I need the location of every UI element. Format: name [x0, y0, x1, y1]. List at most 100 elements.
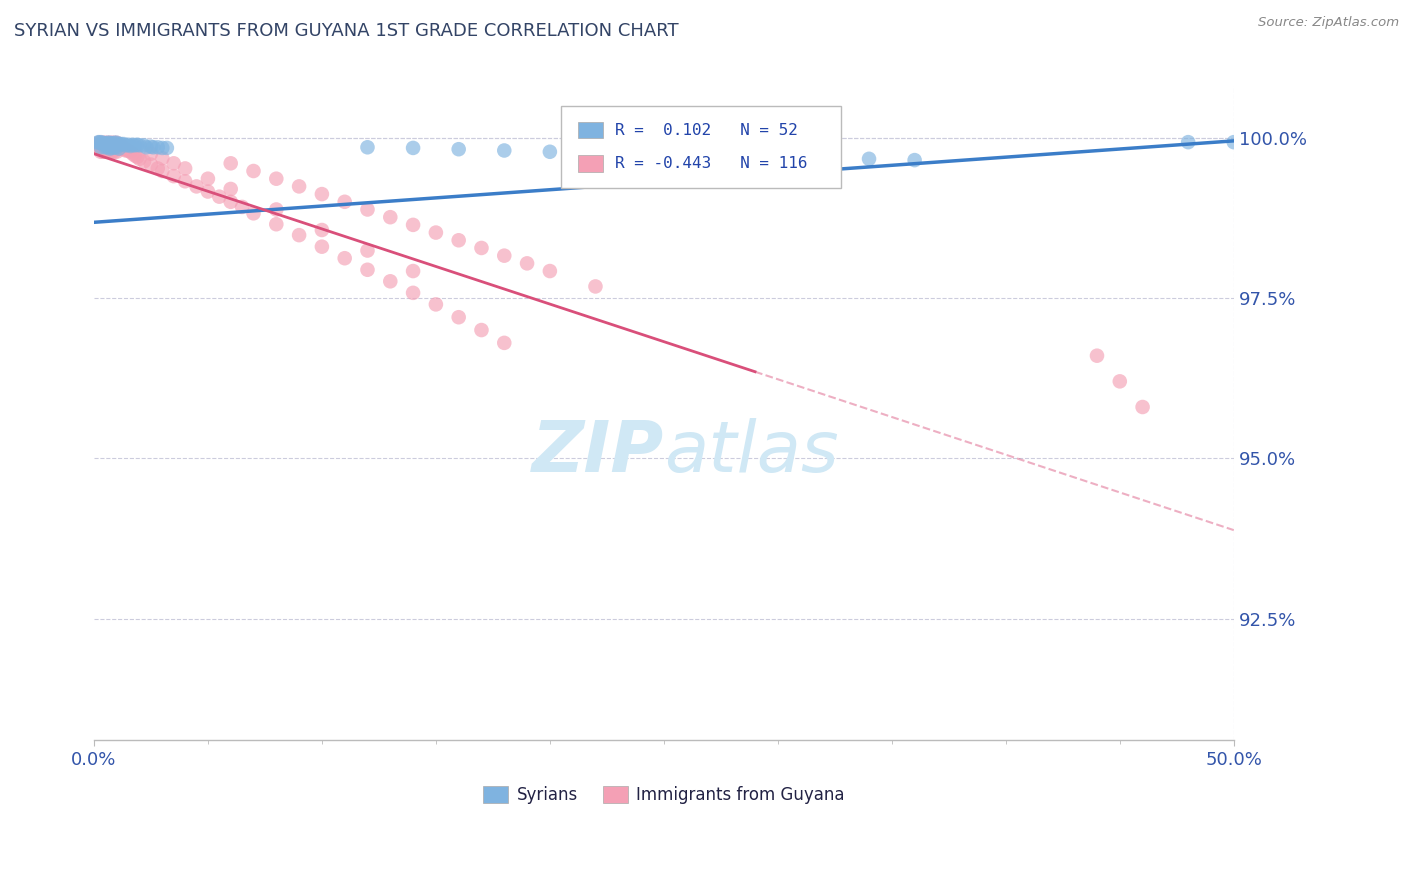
Point	[98, 136, 121, 150]
Point	[197, 185, 219, 199]
Point	[101, 136, 124, 150]
Point	[94, 140, 117, 154]
Point	[115, 144, 138, 158]
Point	[538, 145, 561, 159]
Point	[132, 138, 155, 153]
Point	[105, 142, 128, 156]
Point	[91, 145, 114, 159]
Point	[105, 136, 128, 150]
Point	[94, 145, 117, 159]
Point	[105, 140, 128, 154]
Point	[356, 140, 378, 154]
Text: ZIP: ZIP	[531, 418, 664, 487]
Point	[103, 136, 125, 150]
Point	[630, 146, 652, 161]
Point	[380, 274, 402, 288]
Point	[311, 187, 333, 202]
Point	[112, 137, 135, 152]
Point	[87, 142, 110, 156]
Point	[242, 206, 264, 220]
Point	[101, 136, 124, 151]
FancyBboxPatch shape	[578, 122, 603, 138]
Point	[156, 141, 179, 155]
Point	[150, 164, 173, 178]
Point	[97, 145, 120, 159]
Point	[516, 256, 538, 270]
Point	[110, 141, 132, 155]
FancyBboxPatch shape	[578, 155, 603, 171]
Point	[150, 141, 173, 155]
Point	[139, 146, 162, 161]
Point	[425, 297, 447, 311]
Point	[105, 145, 128, 159]
Point	[97, 137, 120, 152]
Point	[120, 145, 142, 159]
Point	[174, 174, 197, 188]
Point	[97, 142, 120, 156]
Point	[90, 138, 112, 153]
Point	[97, 138, 120, 153]
Point	[447, 142, 470, 156]
Point	[91, 137, 114, 152]
Point	[1177, 135, 1199, 149]
Point	[174, 161, 197, 176]
Point	[494, 249, 516, 263]
Point	[402, 218, 425, 232]
Point	[87, 136, 110, 150]
Point	[127, 137, 149, 152]
Point	[447, 233, 470, 247]
Text: atlas: atlas	[664, 418, 838, 487]
Point	[94, 136, 117, 151]
Point	[117, 137, 139, 152]
Point	[110, 138, 132, 153]
Point	[97, 140, 120, 154]
Point	[103, 145, 125, 159]
Point	[1132, 400, 1154, 414]
Point	[402, 141, 425, 155]
Point	[87, 135, 110, 149]
Point	[94, 137, 117, 152]
Point	[904, 153, 927, 167]
Point	[120, 139, 142, 153]
Point	[90, 135, 112, 149]
Point	[112, 140, 135, 154]
Point	[1085, 349, 1108, 363]
Point	[117, 144, 139, 158]
Point	[146, 161, 169, 176]
Point	[1108, 375, 1130, 389]
Point	[163, 156, 186, 170]
Point	[103, 137, 125, 152]
Point	[101, 142, 124, 156]
Point	[1223, 135, 1246, 149]
Point	[108, 142, 131, 156]
Point	[98, 145, 121, 159]
Point	[87, 136, 110, 150]
Point	[425, 226, 447, 240]
Text: SYRIAN VS IMMIGRANTS FROM GUYANA 1ST GRADE CORRELATION CHART: SYRIAN VS IMMIGRANTS FROM GUYANA 1ST GRA…	[14, 22, 679, 40]
Point	[105, 138, 128, 153]
Point	[356, 244, 378, 258]
Point	[266, 217, 288, 231]
Point	[163, 169, 186, 183]
Point	[90, 140, 112, 154]
Point	[380, 210, 402, 224]
Point	[110, 142, 132, 156]
Point	[208, 189, 231, 203]
Point	[90, 137, 112, 152]
Point	[103, 140, 125, 154]
Text: R = -0.443   N = 116: R = -0.443 N = 116	[614, 156, 807, 171]
Point	[538, 264, 561, 278]
Point	[150, 151, 173, 165]
Point	[356, 262, 378, 277]
Point	[115, 138, 138, 153]
Point	[494, 144, 516, 158]
Point	[402, 264, 425, 278]
Point	[101, 137, 124, 152]
Point	[585, 279, 607, 293]
Point	[333, 194, 356, 209]
Point	[91, 140, 114, 154]
Point	[766, 150, 789, 164]
Point	[333, 251, 356, 265]
Point	[108, 138, 131, 153]
Point	[103, 142, 125, 156]
